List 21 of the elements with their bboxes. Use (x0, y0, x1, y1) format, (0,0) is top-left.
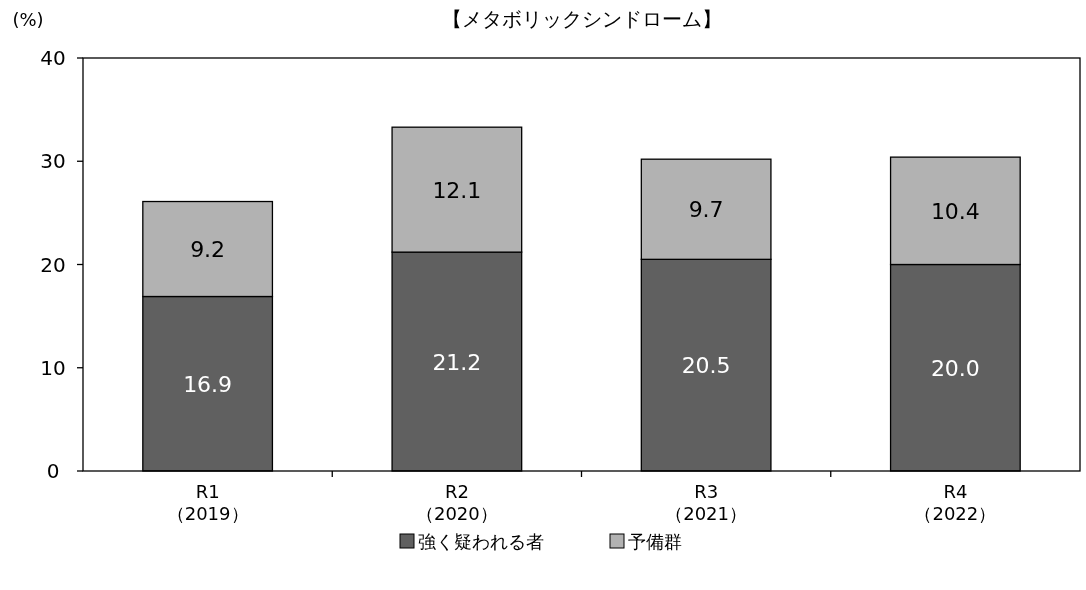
y-tick-label: 40 (40, 46, 66, 70)
y-tick-label: 0 (46, 459, 60, 483)
x-tick-label: R4 （2022） (914, 481, 997, 524)
data-label: 20.0 (930, 355, 980, 381)
y-tick-label: 30 (40, 149, 66, 174)
data-label: 10.4 (930, 198, 980, 224)
legend-label: 予備群 (628, 531, 682, 552)
x-tick-label: R3 （2021） (665, 481, 748, 524)
legend-label: 強く疑われる者 (418, 531, 544, 552)
data-label: 20.5 (681, 353, 731, 379)
data-label: 9.2 (190, 237, 226, 263)
data-label: 12.1 (432, 177, 482, 203)
x-tick-label: R1 （2019） (166, 481, 249, 524)
chart-title: 【メタボリックシンドローム】 (441, 7, 722, 31)
y-axis-title: (%) (12, 9, 44, 30)
data-label: 9.7 (688, 197, 724, 223)
y-tick-label: 20 (40, 252, 66, 277)
data-label: 21.2 (432, 349, 482, 375)
x-tick-label: R2 （2020） (415, 481, 498, 524)
data-label: 16.9 (183, 371, 233, 397)
y-tick-label: 10 (40, 355, 66, 380)
